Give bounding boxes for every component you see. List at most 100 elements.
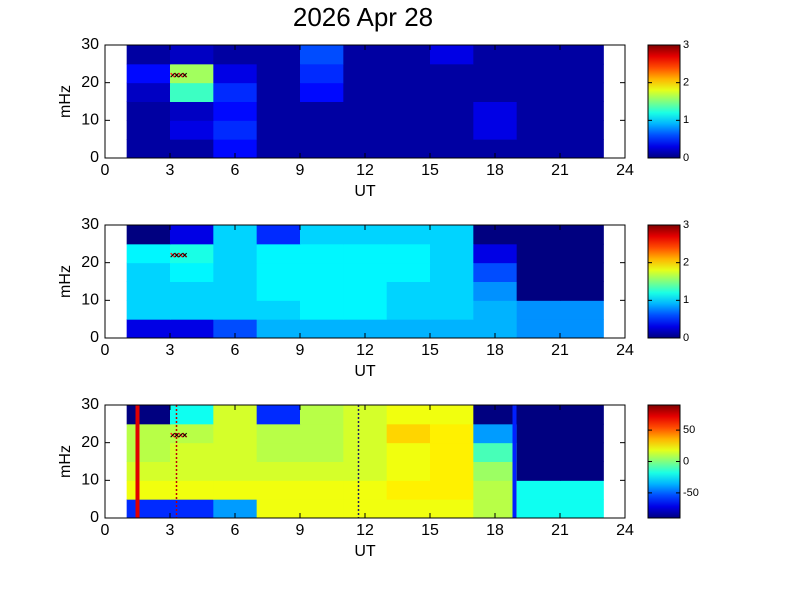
heatmap-cell [213, 82, 258, 102]
heatmap-cell [430, 442, 474, 462]
heatmap-cell [516, 281, 561, 301]
figure-title: 2026 Apr 28 [293, 2, 433, 32]
heatmap-cell [213, 423, 258, 444]
heatmap-cell [213, 120, 258, 140]
heatmap-cell [213, 45, 258, 65]
heatmap-cell [126, 461, 171, 481]
heatmap-cell [386, 63, 431, 84]
heatmap-cell [516, 225, 561, 245]
heatmap-cell [516, 82, 561, 102]
colorbar-tick-label: 0 [683, 455, 689, 467]
heatmap-cell [213, 262, 258, 282]
x-tick-label: 12 [356, 342, 374, 359]
colorbar-tick-label: 2 [683, 257, 689, 269]
marker-stroke [170, 252, 176, 258]
heatmap-cell [343, 243, 388, 264]
heatmap-cell [213, 480, 258, 500]
heatmap-cell [213, 461, 258, 481]
colorbar-frame [647, 404, 681, 519]
heatmap-cell [386, 480, 431, 500]
x-tick-label: 18 [486, 342, 504, 359]
heatmap-cell [213, 405, 258, 425]
heatmap-cell [560, 262, 604, 282]
heatmap-cell [473, 319, 518, 339]
heatmap-cell [126, 243, 171, 264]
colorbar-frame [647, 224, 681, 339]
marker-stroke [170, 72, 176, 78]
heatmap-cell [430, 82, 474, 102]
y-tick-label: 10 [81, 112, 99, 129]
heatmap-cell [343, 45, 388, 65]
x-tick-label: 9 [296, 522, 305, 539]
heatmap-cell [430, 45, 474, 65]
heatmap-cell [256, 120, 301, 140]
heatmap-cell [300, 423, 344, 444]
x-tick-label: 0 [101, 522, 110, 539]
x-tick-label: 0 [101, 342, 110, 359]
heatmap-cell [170, 63, 214, 84]
heatmap-cell [170, 101, 214, 121]
heatmap-cell [256, 319, 301, 339]
heatmap-cell [300, 63, 344, 84]
heatmap-cell [126, 101, 171, 121]
heatmap-cell [256, 139, 301, 159]
heatmap-cell [300, 480, 344, 500]
heatmap-cell [343, 139, 388, 159]
heatmap-cell [170, 442, 214, 462]
heatmap-cell [343, 262, 388, 282]
heatmap-cell [343, 405, 388, 425]
marker-stroke [178, 72, 184, 78]
heatmap-cell [256, 423, 301, 444]
heatmap-cell [170, 82, 214, 102]
heatmap-cell [300, 139, 344, 159]
y-tick-label: 0 [90, 509, 99, 526]
heatmap-cell [473, 423, 518, 444]
heatmap-cell [256, 262, 301, 282]
heatmap-cell [300, 319, 344, 339]
marker-stroke [174, 72, 180, 78]
heatmap-cell [256, 442, 301, 462]
x-axis-label: UT [354, 183, 376, 200]
heatmap-cell [560, 442, 604, 462]
heatmap-cell [473, 82, 518, 102]
heatmap-cell [256, 281, 301, 301]
heatmap-cell [560, 243, 604, 264]
marker-stroke [170, 432, 176, 438]
colorbar-tick-label: 0 [683, 332, 689, 344]
heatmap-cell [343, 499, 388, 519]
heatmap-cell [170, 139, 214, 159]
heatmap-cell [386, 82, 431, 102]
heatmap-cell [126, 139, 171, 159]
heatmap-cell [343, 423, 388, 444]
heatmap-cell [386, 405, 431, 425]
heatmap-cell [473, 63, 518, 84]
heatmap-cell [256, 480, 301, 500]
heatmap-cell [430, 139, 474, 159]
y-tick-label: 30 [81, 36, 99, 53]
heatmap-cell [386, 120, 431, 140]
heatmap-cell [126, 45, 171, 65]
heatmap-cell [126, 423, 171, 444]
x-tick-label: 21 [551, 342, 569, 359]
x-tick-label: 18 [486, 522, 504, 539]
colorbar-tick-label: 3 [683, 219, 689, 231]
heatmap-cell [473, 461, 518, 481]
heatmap-cell [430, 281, 474, 301]
heatmap-cell [300, 442, 344, 462]
x-tick-label: 6 [231, 342, 240, 359]
heatmap-cell [343, 120, 388, 140]
heatmap-cell [170, 225, 214, 245]
heatmap-cell [560, 480, 604, 500]
heatmap-cell [430, 262, 474, 282]
y-tick-label: 20 [81, 434, 99, 451]
event-marker [170, 252, 188, 258]
heatmap-cell [386, 139, 431, 159]
heatmap-cell [213, 101, 258, 121]
heatmap-cell [430, 300, 474, 320]
colorbar-tick-label: 50 [683, 424, 695, 436]
heatmap-cell [170, 120, 214, 140]
heatmap-cell [386, 300, 431, 320]
colorbar-tick-label: 3 [683, 39, 689, 51]
heatmap-cell [126, 281, 171, 301]
x-tick-label: 6 [231, 522, 240, 539]
